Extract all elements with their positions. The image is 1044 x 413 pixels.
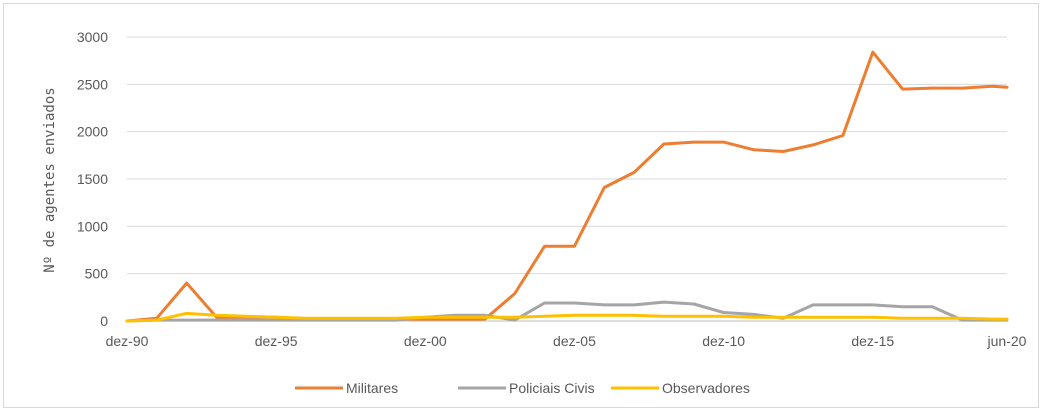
y-tick-label: 2500 xyxy=(77,76,108,92)
x-tick-labels: dez-90 dez-95 dez-00 dez-05 dez-10 dez-15 jun-… xyxy=(106,333,1027,349)
y-tick-labels: 0 500 1000 1500 2000 2500 3000 xyxy=(77,29,108,329)
y-tick-label: 500 xyxy=(85,266,109,282)
legend-label: Observadores xyxy=(662,380,750,396)
x-tick-label: dez-90 xyxy=(106,333,149,349)
series-line-0 xyxy=(125,50,1009,323)
y-tick-label: 1000 xyxy=(77,218,108,234)
x-tick-label: dez-10 xyxy=(702,333,745,349)
legend-label: Policiais Civis xyxy=(509,380,595,396)
legend-label: Militares xyxy=(346,380,398,396)
legend: Militares Policiais Civis Observadores xyxy=(295,380,750,396)
x-tick-label: dez-15 xyxy=(851,333,894,349)
y-axis-title: Nº de agentes enviados xyxy=(42,87,58,272)
y-tick-label: 1500 xyxy=(77,171,108,187)
y-tick-label: 0 xyxy=(100,313,108,329)
x-tick-label: dez-05 xyxy=(553,333,596,349)
series-lines xyxy=(125,50,1009,323)
grid-lines xyxy=(127,36,1007,275)
x-tick-label: jun-20 xyxy=(987,333,1027,349)
series-line-2 xyxy=(125,311,1009,323)
series-line-1 xyxy=(125,300,1009,323)
x-tick-label: dez-95 xyxy=(255,333,298,349)
y-tick-label: 2000 xyxy=(77,124,108,140)
x-tick-label: dez-00 xyxy=(404,333,447,349)
y-tick-label: 3000 xyxy=(77,29,108,45)
